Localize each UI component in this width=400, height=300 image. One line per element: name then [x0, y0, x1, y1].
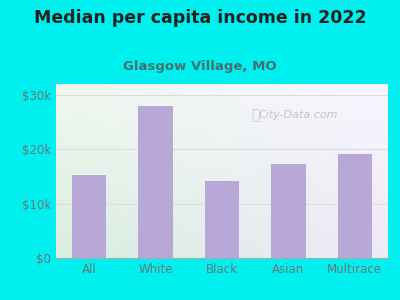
Bar: [138, 106, 173, 258]
Text: Median per capita income in 2022: Median per capita income in 2022: [34, 9, 366, 27]
Bar: [271, 164, 306, 258]
Bar: [338, 154, 372, 258]
Text: ⓘ: ⓘ: [251, 108, 259, 122]
Text: Glasgow Village, MO: Glasgow Village, MO: [123, 60, 277, 73]
Bar: [205, 181, 239, 258]
Text: City-Data.com: City-Data.com: [259, 110, 338, 120]
Bar: [72, 175, 106, 258]
